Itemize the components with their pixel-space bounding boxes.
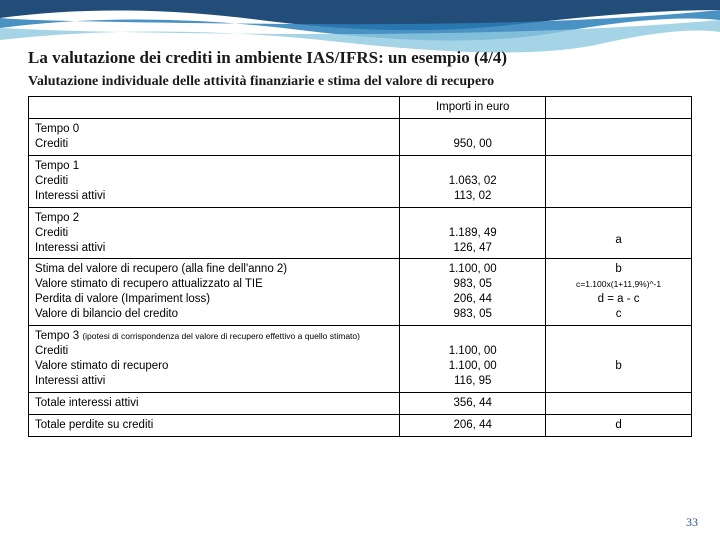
row-note: bc=1.100x(1+11,9%)^-1d = a - cc xyxy=(546,259,692,326)
row-note: d xyxy=(546,414,692,436)
row-note xyxy=(546,392,692,414)
row-amount: 1.100, 001.100, 00116, 95 xyxy=(400,326,546,393)
table-row: Totale perdite su crediti206, 44d xyxy=(29,414,692,436)
slide-title: La valutazione dei crediti in ambiente I… xyxy=(28,48,692,68)
row-amount: 1.189, 49126, 47 xyxy=(400,207,546,259)
row-note: a xyxy=(546,207,692,259)
valuation-table: Importi in euro Tempo 0Crediti950, 00Tem… xyxy=(28,96,692,437)
row-amount: 206, 44 xyxy=(400,414,546,436)
table-row: Tempo 0Crediti950, 00 xyxy=(29,118,692,155)
row-label: Tempo 1CreditiInteressi attivi xyxy=(29,155,400,207)
table-row: Tempo 1CreditiInteressi attivi1.063, 021… xyxy=(29,155,692,207)
page-number: 33 xyxy=(686,515,698,530)
header-cell-empty xyxy=(29,97,400,119)
header-cell-empty2 xyxy=(546,97,692,119)
slide-content: La valutazione dei crediti in ambiente I… xyxy=(0,0,720,437)
row-amount: 356, 44 xyxy=(400,392,546,414)
table-row: Tempo 2CreditiInteressi attivi1.189, 491… xyxy=(29,207,692,259)
row-label: Totale perdite su crediti xyxy=(29,414,400,436)
row-amount: 1.063, 02113, 02 xyxy=(400,155,546,207)
slide-subtitle: Valutazione individuale delle attività f… xyxy=(28,74,692,90)
row-amount: 950, 00 xyxy=(400,118,546,155)
header-cell-importi: Importi in euro xyxy=(400,97,546,119)
row-note xyxy=(546,155,692,207)
row-label: Tempo 0Crediti xyxy=(29,118,400,155)
row-label: Stima del valore di recupero (alla fine … xyxy=(29,259,400,326)
row-label: Totale interessi attivi xyxy=(29,392,400,414)
row-label: Tempo 2CreditiInteressi attivi xyxy=(29,207,400,259)
table-row: Tempo 3 (ipotesi di corrispondenza del v… xyxy=(29,326,692,393)
table-header-row: Importi in euro xyxy=(29,97,692,119)
table-row: Totale interessi attivi356, 44 xyxy=(29,392,692,414)
row-amount: 1.100, 00983, 05206, 44983, 05 xyxy=(400,259,546,326)
table-row: Stima del valore di recupero (alla fine … xyxy=(29,259,692,326)
row-note: b xyxy=(546,326,692,393)
row-label: Tempo 3 (ipotesi di corrispondenza del v… xyxy=(29,326,400,393)
row-note xyxy=(546,118,692,155)
